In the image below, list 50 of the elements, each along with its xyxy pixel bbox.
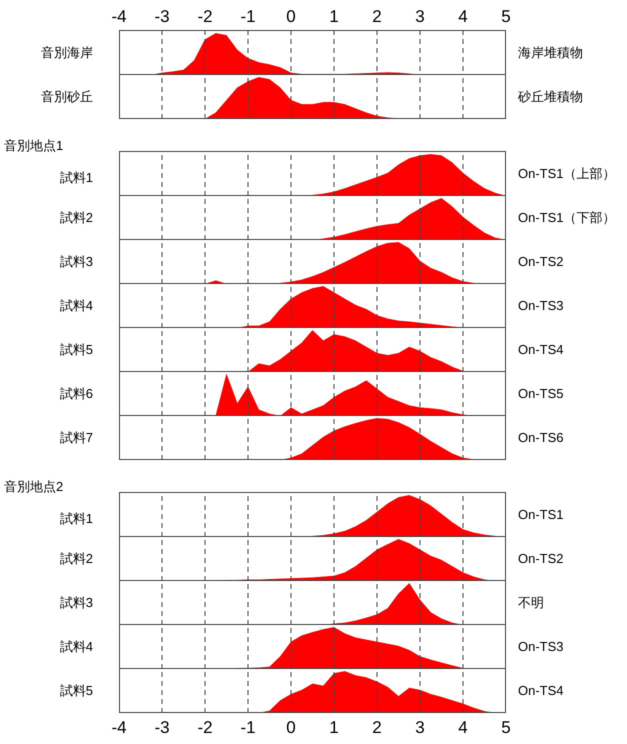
x-tick-label: 2 [372, 718, 382, 738]
y-axis-title: 試料4 [60, 638, 94, 656]
x-tick-label: -3 [154, 7, 170, 26]
x-tick-label: 3 [415, 718, 425, 738]
x-tick-label: 2 [372, 7, 382, 26]
y-axis-title: 試料1 [60, 168, 94, 186]
y-axis-title: 試料5 [60, 682, 94, 700]
x-tick-label: 0 [286, 7, 296, 26]
x-tick-label: 3 [415, 7, 425, 26]
y2-axis-title: On-TS3 [518, 639, 564, 654]
x-tick-label: -1 [240, 7, 256, 26]
y-axis-title: 試料7 [60, 428, 94, 446]
y2-axis-title: 砂丘堆積物 [518, 88, 583, 106]
x-tick-label: 4 [458, 7, 468, 26]
x-tick-label: -4 [111, 7, 127, 26]
y-axis-title: 試料2 [60, 550, 94, 568]
y-axis-title: 試料2 [60, 208, 94, 226]
y-axis-title: 音別海岸 [41, 44, 94, 62]
x-tick-label: 5 [501, 718, 511, 738]
x-tick-label: -2 [197, 7, 213, 26]
y-axis-title: 試料3 [60, 252, 94, 270]
y-axis-title: 試料6 [60, 384, 94, 402]
x-tick-label: 0 [286, 718, 296, 738]
x-tick-label: 4 [458, 718, 468, 738]
y-axis-title: 試料1 [60, 510, 94, 528]
y2-axis-title: On-TS2 [518, 254, 564, 269]
x-tick-label: -4 [111, 718, 127, 738]
y2-axis-title: On-TS4 [518, 683, 564, 698]
x-tick-label: -2 [197, 718, 213, 738]
x-tick-label: 1 [329, 718, 339, 738]
chart-title: 音別地点1 [4, 137, 64, 155]
x-tick-label: 1 [329, 7, 339, 26]
y2-axis-title: On-TS2 [518, 551, 564, 566]
x-tick-label: 5 [501, 7, 511, 26]
y-axis-title: 試料3 [60, 594, 94, 612]
y2-axis-title: On-TS1（下部） [518, 208, 616, 226]
x-tick-label: -3 [154, 718, 170, 738]
y-axis-title: 音別砂丘 [41, 88, 94, 106]
y-axis-title: 試料4 [60, 296, 94, 314]
y2-axis-title: On-TS1 [518, 507, 564, 522]
y2-axis-title: On-TS6 [518, 430, 564, 445]
y2-axis-title: 海岸堆積物 [518, 44, 583, 62]
y-axis-title: 試料5 [60, 340, 94, 358]
x-tick-label: -1 [240, 718, 256, 738]
y2-axis-title: 不明 [518, 594, 544, 612]
y2-axis-title: On-TS1（上部） [518, 164, 616, 182]
y2-axis-title: On-TS3 [518, 298, 564, 313]
y2-axis-title: On-TS4 [518, 342, 564, 357]
chart-title: 音別地点2 [4, 478, 64, 496]
y2-axis-title: On-TS5 [518, 386, 564, 401]
